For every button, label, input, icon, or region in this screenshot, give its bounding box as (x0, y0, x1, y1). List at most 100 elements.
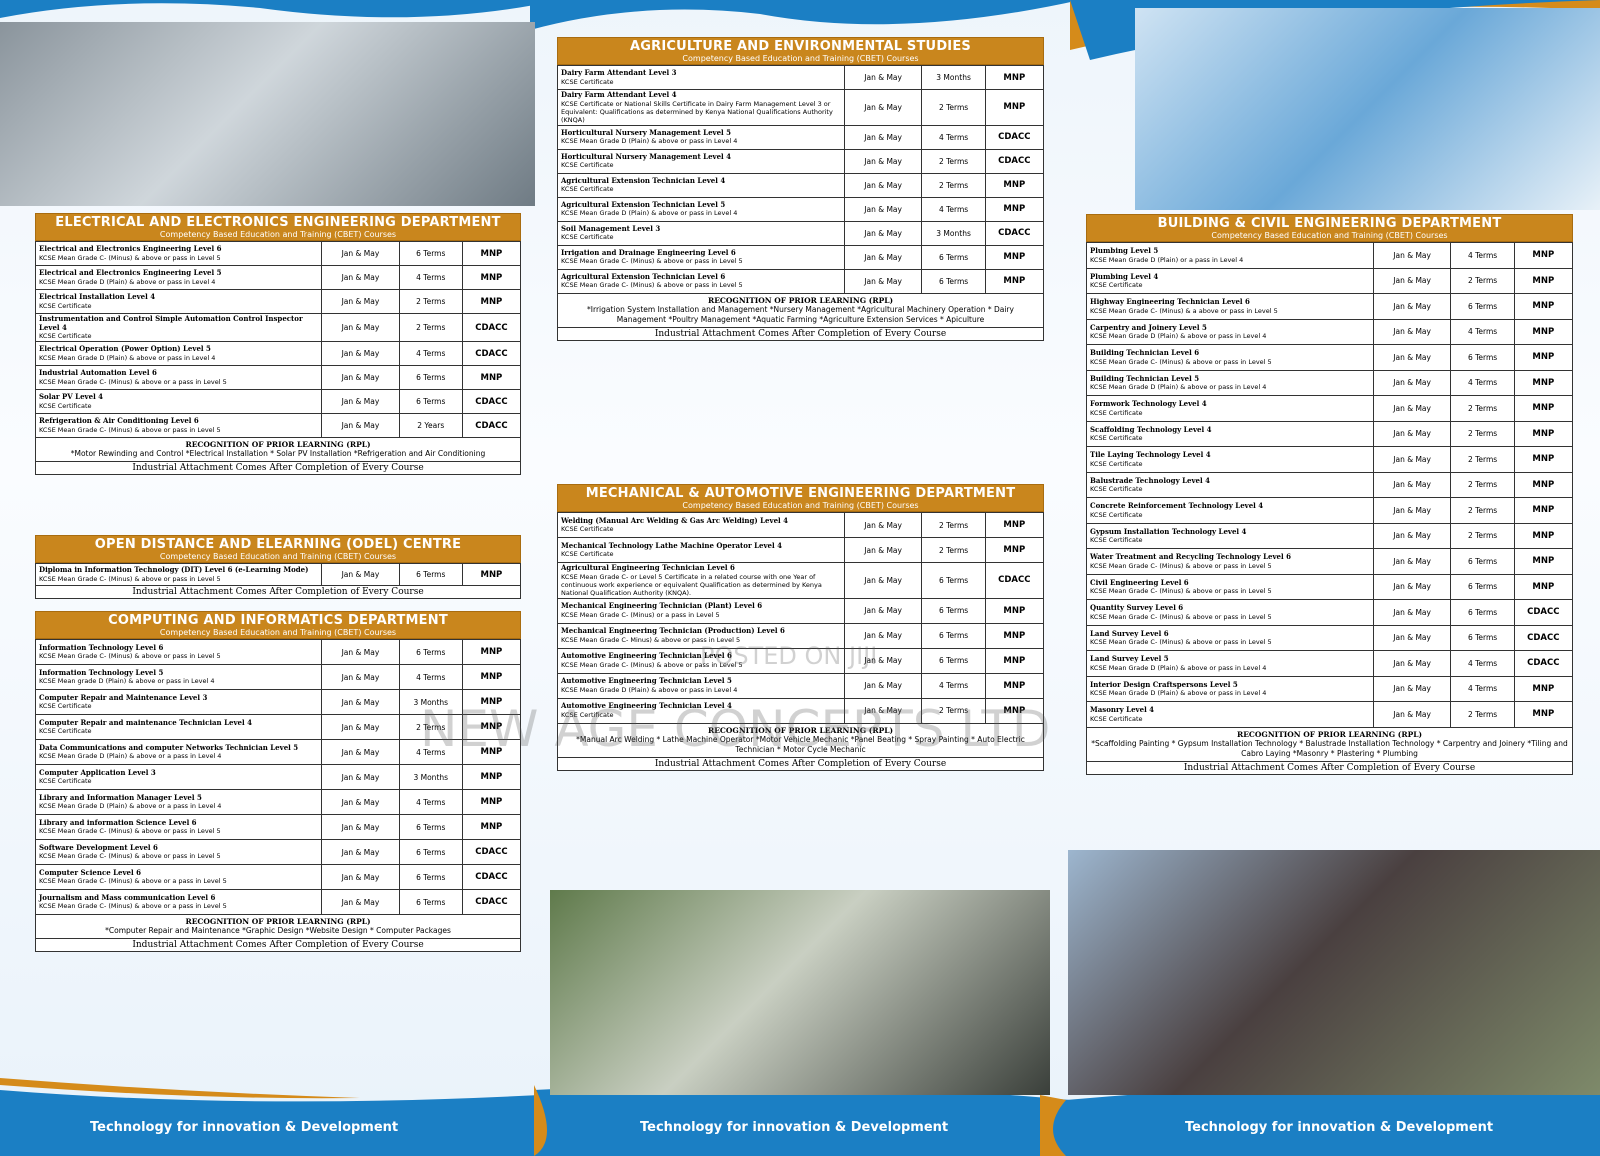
course-name: Electrical Installation Level 4 (39, 292, 156, 302)
course-name: Diploma in Information Technology (DIT) … (39, 565, 309, 575)
course-cell: Electrical Operation (Power Option) Leve… (34, 341, 323, 366)
section-title: ELECTRICAL AND ELECTRONICS ENGINEERING D… (55, 215, 501, 230)
course-row: Plumbing Level 5 KCSE Mean Grade D (Plain… (1086, 242, 1574, 269)
duration: 4 Terms (398, 265, 463, 290)
course-row: Industrial Automation Level 6 KCSE Mean G… (34, 365, 522, 390)
course-name: Horticultural Nursery Management Level 5 (561, 127, 732, 137)
exam-body: CDACC (461, 839, 522, 865)
intake: Jan & May (321, 639, 400, 665)
course-cell: Mechanical Engineering Technician (Produ… (557, 622, 845, 649)
course-cell: Land Survey Level 6 KCSE Mean Grade C- (M… (1086, 624, 1374, 651)
course-cell: Water Treatment and Recycling Technology… (1086, 548, 1374, 575)
course-name: Automotive Engineering Technician Level … (561, 676, 732, 686)
course-requirement: KCSE Certificate (561, 233, 614, 242)
course-row: Scaffolding Technology Level 4 KCSE Certi… (1086, 420, 1574, 447)
exam-body: MNP (461, 664, 522, 690)
course-row: Diploma in Information Technology (DIT) … (34, 563, 522, 586)
course-cell: Agricultural Extension Technician Level … (557, 268, 845, 294)
course-row: Concrete Reinforcement Technology Level … (1086, 497, 1574, 524)
course-requirement: KCSE Certificate (561, 550, 614, 559)
duration: 2 Terms (1450, 522, 1515, 549)
rpl-title: RECOGNITION OF PRIOR LEARNING (RPL) (1236, 729, 1423, 739)
course-requirement: KCSE Certificate (561, 525, 614, 534)
course-row: Electrical and Electronics Engineering L… (34, 241, 522, 266)
course-name: Mechanical Engineering Technician (Plant… (561, 601, 763, 611)
intake: Jan & May (843, 244, 923, 270)
course-requirement: KCSE Certificate (39, 702, 92, 711)
exam-body: CDACC (1513, 650, 1574, 677)
intake: Jan & May (321, 241, 400, 266)
section: OPEN DISTANCE AND ELEARNING (ODEL) CENTR… (34, 535, 522, 599)
course-requirement: KCSE Mean Grade D (Plain) & above or pas… (561, 137, 738, 146)
course-name: Soil Management Level 3 (561, 223, 661, 233)
intake: Jan & May (1372, 395, 1452, 422)
course-cell: Interior Design Craftspersons Level 5 KCS… (1086, 675, 1374, 702)
intake: Jan & May (1372, 242, 1452, 269)
exam-body: MNP (984, 512, 1045, 538)
section: MECHANICAL & AUTOMOTIVE ENGINEERING DEPA… (557, 484, 1045, 771)
intake: Jan & May (1372, 344, 1452, 371)
exam-body: MNP (1513, 395, 1574, 422)
course-name: Building Technician Level 5 (1090, 373, 1200, 383)
section-title: AGRICULTURE AND ENVIRONMENTAL STUDIES (630, 39, 971, 54)
course-row: Masonry Level 4 KCSE Certificate Jan & May… (1086, 701, 1574, 728)
course-requirement: KCSE Mean Grade D (Plain) & above or pas… (1090, 663, 1267, 672)
course-row: Agricultural Extension Technician Level … (557, 268, 1045, 294)
course-cell: Diploma in Information Technology (DIT) … (34, 563, 323, 586)
section-title: COMPUTING AND INFORMATICS DEPARTMENT (108, 613, 448, 628)
exam-body: CDACC (984, 562, 1045, 599)
course-name: Computer Application Level 3 (39, 767, 156, 777)
duration: 6 Terms (921, 244, 986, 270)
rpl-list: *Computer Repair and Maintenance *Graphi… (105, 926, 451, 935)
course-name: Information Technology Level 6 (39, 642, 164, 652)
exam-body: MNP (461, 739, 522, 765)
duration: 6 Terms (921, 562, 986, 599)
exam-body: MNP (984, 172, 1045, 198)
course-name: Formwork Technology Level 4 (1090, 399, 1207, 408)
duration: 6 Terms (398, 389, 463, 414)
exam-body: MNP (1513, 497, 1574, 524)
course-name: Land Survey Level 5 (1090, 654, 1169, 663)
duration: 4 Terms (1450, 242, 1515, 269)
exam-body: MNP (984, 697, 1045, 724)
duration: 6 Terms (398, 241, 463, 266)
intake: Jan & May (843, 65, 923, 90)
course-cell: Agricultural Extension Technician Level … (557, 172, 845, 198)
exam-body: CDACC (461, 313, 522, 342)
course-requirement: KCSE Certificate (1090, 714, 1143, 723)
intake: Jan & May (321, 341, 400, 366)
footer-tagline: Technology for innovation & Development (90, 1120, 399, 1135)
course-cell: Horticultural Nursery Management Level 5… (557, 124, 845, 150)
exam-body: MNP (984, 268, 1045, 294)
course-requirement: KCSE Mean Grade C- (Minus) & above or pa… (39, 827, 221, 836)
attachment-note: Industrial Attachment Comes After Comple… (35, 462, 521, 475)
course-name: Industrial Automation Level 6 (39, 368, 157, 378)
course-name: Library and Information Manager Level 5 (39, 792, 202, 802)
course-cell: Agricultural Engineering Technician Leve… (557, 562, 845, 599)
course-name: Electrical and Electronics Engineering L… (39, 268, 222, 278)
course-name: Automotive Engineering Technician Level … (561, 701, 732, 711)
course-cell: Computer Repair and maintenance Technici… (34, 714, 323, 740)
course-row: Balustrade Technology Level 4 KCSE Certif… (1086, 471, 1574, 498)
exam-body: MNP (984, 89, 1045, 126)
intake: Jan & May (843, 597, 923, 624)
course-row: Land Survey Level 5 KCSE Mean Grade D (Pl… (1086, 650, 1574, 677)
course-name: Computer Repair and Maintenance Level 3 (39, 692, 208, 702)
duration: 6 Terms (1450, 344, 1515, 371)
intake: Jan & May (1372, 420, 1452, 447)
course-row: Solar PV Level 4 KCSE Certificate Jan & Ma… (34, 389, 522, 414)
rpl-box: RECOGNITION OF PRIOR LEARNING (RPL) *Comp… (35, 915, 521, 939)
course-cell: Soil Management Level 3 KCSE Certificate (557, 220, 845, 246)
rpl-title: RECOGNITION OF PRIOR LEARNING (RPL) (707, 725, 894, 735)
intake: Jan & May (321, 265, 400, 290)
rpl-box: RECOGNITION OF PRIOR LEARNING (RPL) *Moto… (35, 438, 521, 462)
course-row: Mechanical Engineering Technician (Produ… (557, 622, 1045, 649)
course-row: Gypsum Installation Technology Level 4 KC… (1086, 522, 1574, 549)
course-row: Dairy Farm Attendant Level 4 KCSE Certifi… (557, 89, 1045, 126)
intake: Jan & May (1372, 471, 1452, 498)
exam-body: MNP (1513, 675, 1574, 702)
duration: 6 Terms (398, 839, 463, 865)
exam-body: MNP (1513, 369, 1574, 396)
course-table: Plumbing Level 5 KCSE Mean Grade D (Plain… (1086, 242, 1574, 728)
